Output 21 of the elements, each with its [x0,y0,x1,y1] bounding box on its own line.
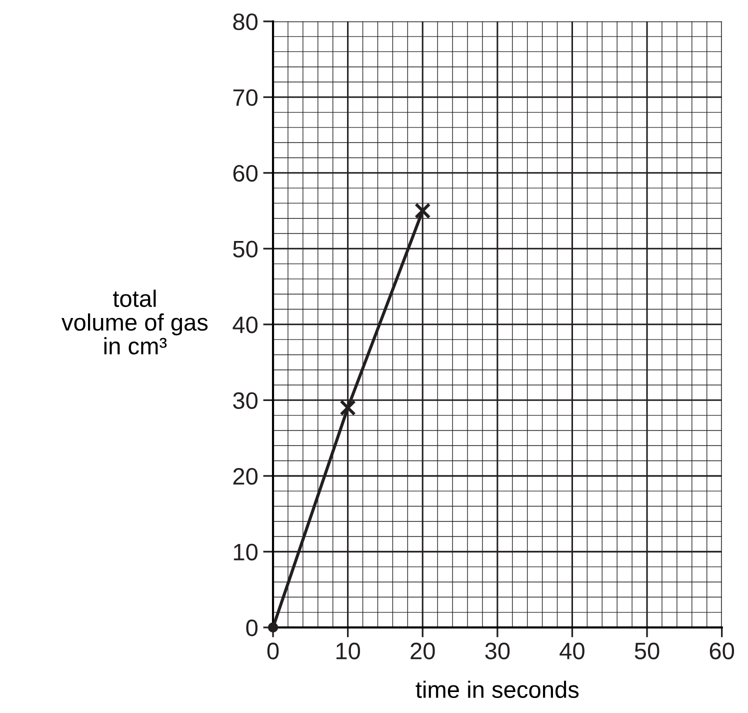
x-tick-label: 0 [267,642,279,660]
point [414,202,431,219]
y-tick-label: 0 [246,620,258,636]
x-tick-label: 30 [485,642,510,660]
y-tick-label: 80 [233,13,258,30]
x-tick-label: 40 [560,642,584,660]
y-tick-label: 10 [234,544,258,560]
x-tick-label: 50 [634,642,660,660]
x-tick-label: 60 [710,642,734,660]
point [268,622,278,633]
y-tick-label: 30 [233,392,258,409]
y-tick-label: 70 [233,89,258,106]
y-tick-label: 50 [233,240,258,258]
point [340,400,356,416]
y-tick-label: 40 [232,316,258,334]
x-axis-title: time in seconds [416,680,579,698]
y-tick-label: 60 [233,164,258,182]
x-tick-label: 20 [410,642,435,660]
y-axis-title: total volume of gas in cm³ [62,290,208,354]
y-tick-label: 20 [233,468,258,485]
x-tick-label: 10 [336,642,360,660]
